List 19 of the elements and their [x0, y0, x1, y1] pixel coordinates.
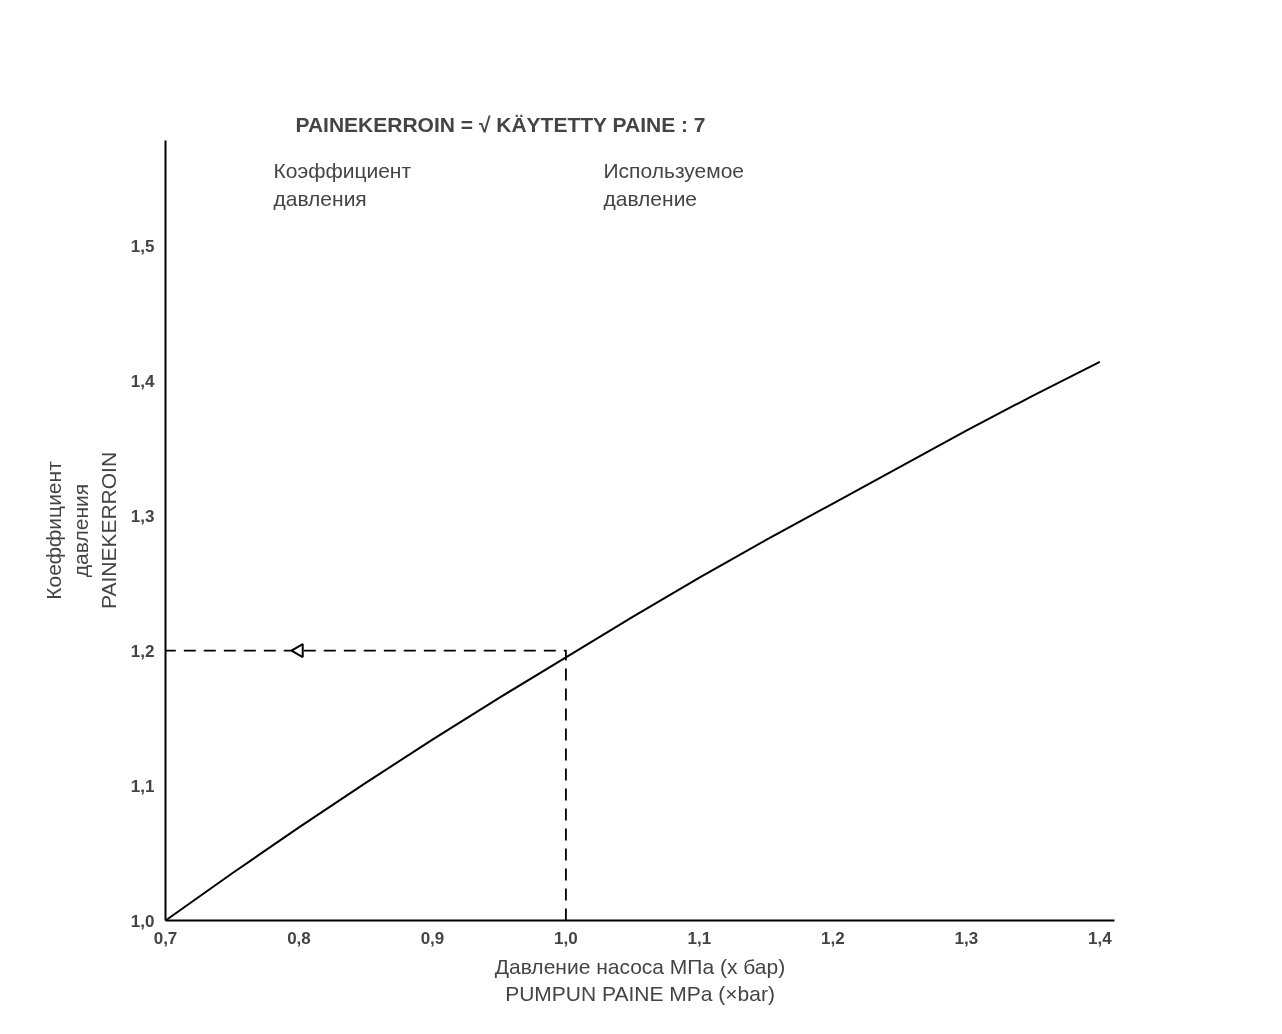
x-tick-label: 0,8 [287, 928, 311, 948]
annotation: Коэффициент давления [273, 158, 412, 210]
y-tick-label: 1,4 [130, 371, 156, 391]
x-tick-label: 1,2 [821, 928, 845, 948]
x-tick-label: 0,7 [153, 928, 178, 948]
y-tick-label: 1,5 [130, 236, 155, 256]
y-axis-title: Коеффициент давления PAINEKERROIN [41, 451, 120, 610]
y-tick-label: 1,0 [130, 911, 155, 931]
x-tick-label: 1,3 [954, 928, 979, 948]
annotation: Используемое давление [603, 158, 745, 210]
x-tick-label: 1,4 [1088, 928, 1113, 948]
text: PAINEKERROIN = √ KÄYTETTY PAINE : 7 [295, 112, 706, 136]
y-tick-label: 1,2 [130, 641, 155, 661]
x-tick-label: 0,9 [420, 928, 445, 948]
x-tick-label: 1,0 [554, 928, 578, 948]
y-tick-label: 1,1 [130, 776, 155, 796]
y-tick-label: 1,3 [130, 506, 155, 526]
x-tick-label: 1,1 [687, 928, 712, 948]
x-axis-title: Давление насоса МПа (x бар) PUMPUN PAINE MPa (×bar) [494, 954, 786, 1006]
